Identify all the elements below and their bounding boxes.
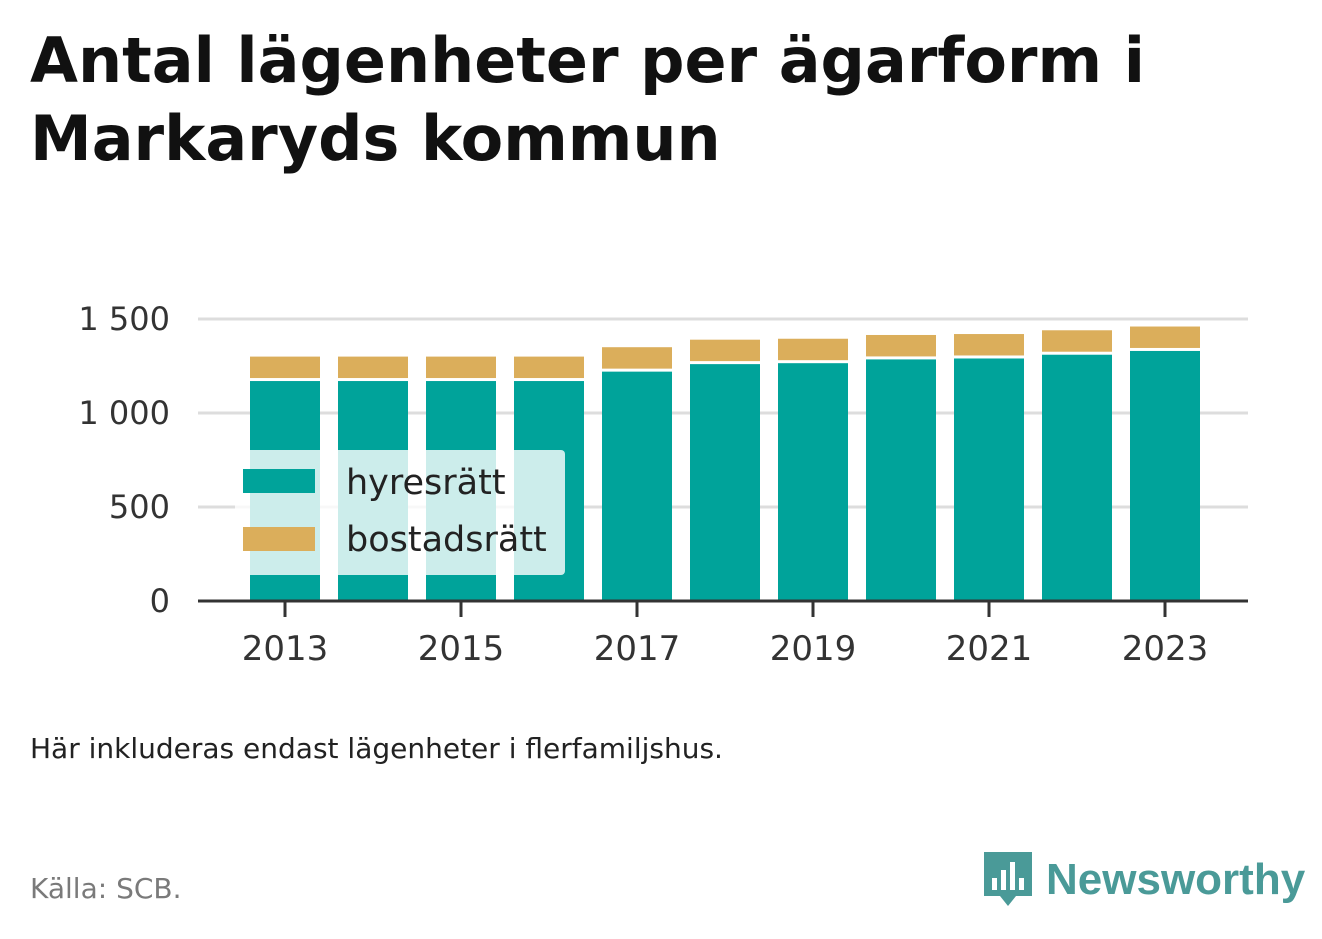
newsworthy-logo: Newsworthy: [980, 848, 1305, 912]
bar-bostadsratt-2020: [866, 334, 936, 357]
x-tick-label: 2013: [242, 629, 329, 669]
newsworthy-logo-icon: [984, 852, 1032, 906]
legend-swatch-hyresratt: [243, 469, 315, 493]
bar-hyresratt-2018: [690, 364, 760, 601]
bar-bostadsratt-2018: [690, 339, 760, 362]
bar-bostadsratt-2023: [1130, 326, 1200, 348]
x-tick-label: 2019: [770, 629, 857, 669]
x-tick-label: 2017: [594, 629, 681, 669]
axes: 0 500 1 000 1 500 2013 2015 2017 2019 2021 2023: [78, 300, 1248, 669]
legend-swatch-bostadsratt: [243, 527, 315, 551]
x-tick-label: 2015: [418, 629, 505, 669]
chart-note: Här inkluderas endast lägenheter i flerf…: [30, 732, 723, 765]
bar-bostadsratt-2022: [1042, 330, 1112, 352]
legend-box: [235, 450, 565, 575]
bar-bostadsratt-2013: [250, 356, 320, 379]
bar-hyresratt-2023: [1130, 350, 1200, 601]
bar-hyresratt-2021: [954, 358, 1024, 601]
x-tick-label: 2021: [946, 629, 1033, 669]
bar-bostadsratt-2017: [602, 347, 672, 369]
brand-name: Newsworthy: [1046, 855, 1306, 904]
bar-hyresratt-2017: [602, 371, 672, 601]
chart-title: Antal lägenheter per ägarform i Markaryd…: [30, 24, 1145, 175]
bar-hyresratt-2020: [866, 359, 936, 601]
legend: hyresrätt bostadsrätt: [235, 450, 565, 575]
y-tick-label: 0: [150, 582, 170, 620]
legend-label-hyresratt: hyresrätt: [346, 463, 506, 503]
x-tick-label: 2023: [1122, 629, 1209, 669]
y-tick-label: 500: [109, 488, 170, 526]
source-label: Källa: SCB.: [30, 872, 182, 905]
bar-hyresratt-2022: [1042, 354, 1112, 601]
y-tick-label: 1 000: [78, 394, 170, 432]
y-tick-label: 1 500: [78, 300, 170, 338]
bar-bostadsratt-2015: [426, 356, 496, 379]
bar-bostadsratt-2014: [338, 356, 408, 379]
bar-bostadsratt-2019: [778, 338, 848, 361]
bar-hyresratt-2019: [778, 363, 848, 601]
legend-label-bostadsratt: bostadsrätt: [346, 520, 547, 560]
bar-bostadsratt-2016: [514, 356, 584, 379]
bar-bostadsratt-2021: [954, 334, 1024, 356]
